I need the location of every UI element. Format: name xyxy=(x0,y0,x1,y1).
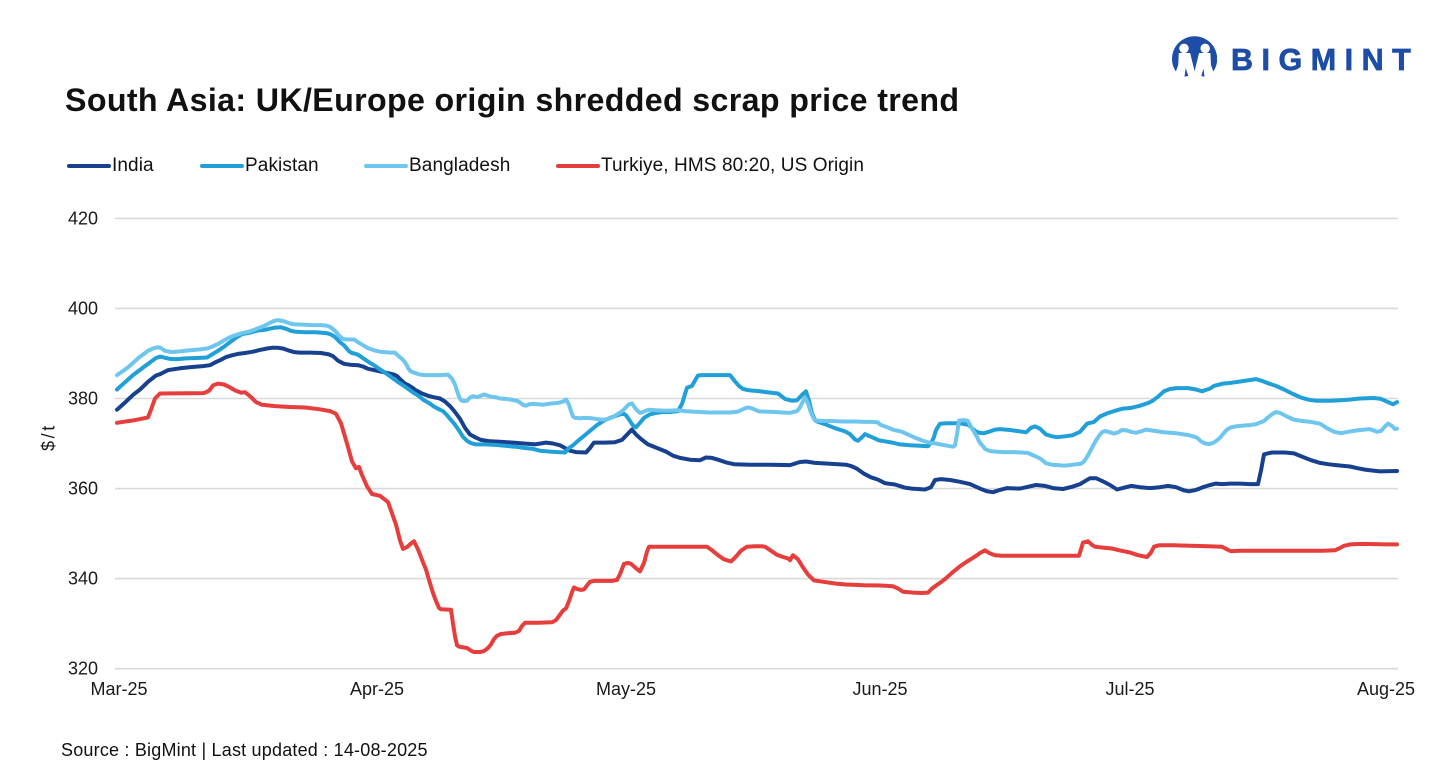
svg-text:$/t: $/t xyxy=(39,423,59,451)
svg-text:320: 320 xyxy=(68,659,98,679)
svg-text:360: 360 xyxy=(68,479,98,499)
svg-text:340: 340 xyxy=(68,569,98,589)
svg-text:Apr-25: Apr-25 xyxy=(350,679,404,699)
svg-text:Mar-25: Mar-25 xyxy=(90,679,147,699)
svg-text:380: 380 xyxy=(68,389,98,409)
svg-text:Jun-25: Jun-25 xyxy=(852,679,907,699)
svg-text:Aug-25: Aug-25 xyxy=(1357,679,1415,699)
svg-text:420: 420 xyxy=(68,208,98,228)
svg-text:Jul-25: Jul-25 xyxy=(1105,679,1154,699)
svg-text:May-25: May-25 xyxy=(596,679,656,699)
svg-text:400: 400 xyxy=(68,298,98,318)
